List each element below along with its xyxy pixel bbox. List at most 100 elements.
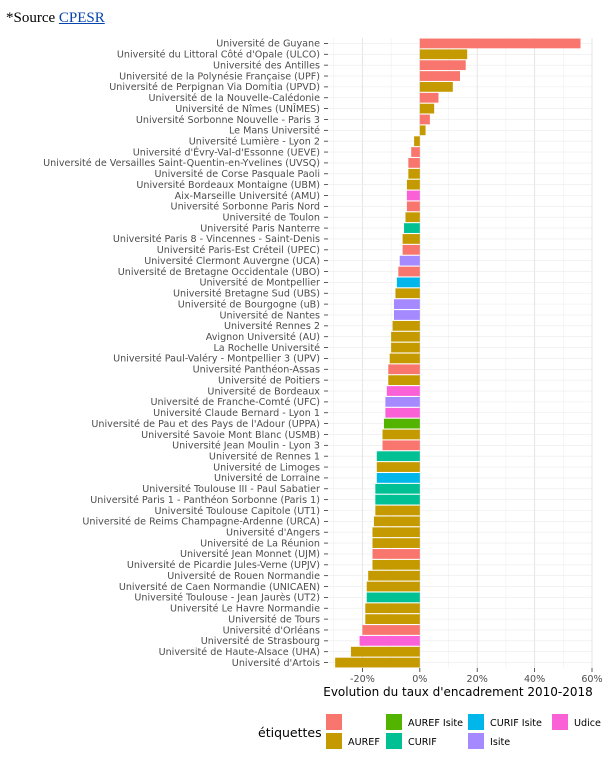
bar [408,168,420,179]
category-label: Université Panthéon-Assas [193,364,320,376]
category-label: Université de Versailles Saint-Quentin-e… [43,157,320,169]
bar [419,49,468,60]
bar [368,570,420,581]
x-tick-label: 20% [467,674,488,685]
bar [365,603,420,614]
category-label: Université de Corse Pasquale Paoli [154,168,320,180]
category-label: Université Lumière - Lyon 2 [189,135,320,147]
category-label: Université Rennes 2 [224,320,320,332]
category-label: Université Bordeaux Montaigne (UBM) [136,179,320,191]
bar [389,353,420,364]
category-label: Université de Limoges [213,461,320,473]
bar [376,451,420,462]
legend-item: Udice [552,714,601,730]
bar [391,331,420,342]
legend-swatch [552,714,568,730]
legend-swatch [326,714,342,730]
category-label: Université de Montpellier [199,277,320,289]
bar [406,201,420,212]
bar [419,92,439,103]
legend: étiquettes AUREF AUREF Isite CURIF CURIF Isi… [258,714,601,749]
x-tick-label: 40% [524,674,545,685]
category-label: Université d'Angers [226,527,320,539]
plot-panel [328,38,592,668]
category-label: Université de Bourgogne (uB) [178,298,320,310]
category-label: Université d'Évry-Val-d'Essonne (UEVE) [133,145,320,158]
bar [399,255,420,266]
legend-item: Isite [468,733,510,749]
category-label: Université de Rouen Normandie [167,570,320,582]
category-label: Université de Caen Normandie (UNICAEN) [119,581,320,593]
category-label: Université Sorbonne Paris Nord [171,201,320,213]
bar [419,103,435,114]
source-link[interactable]: CPESR [58,10,105,26]
category-label: Université de Bordeaux [207,385,320,397]
category-label: Université Paris 8 - Vincennes - Saint-D… [113,233,320,245]
category-label: Université Toulouse Capitole (UT1) [155,505,320,517]
bar [402,244,420,255]
bar [385,407,420,418]
bar [383,418,420,429]
bar [372,549,420,559]
category-label: Université Savoie Mont Blanc (USMB) [141,429,320,441]
bar [362,625,420,635]
category-label: Université Le Havre Normandie [170,603,320,615]
bar [376,462,420,472]
category-label: Université de Franche-Comté (UFC) [150,396,320,408]
bar [373,516,420,527]
x-tick-label: 0% [412,674,427,685]
bar [385,396,420,407]
category-label: Université d'Orléans [223,624,320,636]
source-prefix: *Source [6,10,59,26]
bar [366,581,420,592]
category-label: Université de Guyane [216,38,320,50]
bar [402,234,420,244]
x-tick-label: 60% [581,674,602,685]
source-note: *Source CPESR [6,10,105,27]
bar [372,538,420,548]
bar [408,158,420,168]
bar [419,81,453,92]
bar [375,483,420,494]
bar [419,125,426,136]
category-label: Université Toulouse III - Paul Sabatier [142,483,320,495]
category-label: Université des Antilles [213,59,320,71]
category-label: Université de Nantes [219,309,320,321]
bar [392,320,420,331]
bar [376,473,420,483]
bar [388,364,420,375]
category-label: Université Paul-Valéry - Montpellier 3 (… [113,353,320,365]
category-label: Université de Nîmes (UNÎMES) [175,102,320,115]
bar [391,342,420,353]
category-label: Le Mans Université [229,125,320,137]
category-label: Université Sorbonne Nouvelle - Paris 3 [136,114,320,126]
category-label: Université de Poitiers [218,374,320,386]
category-label: Université de Lorraine [214,472,320,484]
bar [359,635,420,646]
legend-swatch [468,714,484,730]
x-tick-labels: -20% 0% 20% 40% 60% [350,668,603,685]
legend-label: CURIF [408,737,437,748]
legend-item: AUREF [326,733,380,749]
bar [411,147,420,157]
bar [419,71,460,81]
bar [419,114,430,125]
legend-swatch [326,733,342,749]
category-label: Université Jean Monnet (UJM) [180,548,320,560]
category-label: Université Jean Moulin - Lyon 3 [172,440,320,452]
bar [375,494,420,505]
bar [350,646,420,657]
plot-background [328,38,592,668]
category-label: Université Paris-Est Créteil (UPEC) [157,244,320,256]
bar [365,614,420,625]
category-label: Université de Rennes 1 [209,450,320,462]
category-label: Université Paris Nanterre [200,222,320,234]
bar [419,60,466,71]
legend-swatch [468,733,484,749]
bar [375,505,420,516]
category-label: Université de Toulon [222,212,320,224]
bar [405,212,420,223]
bar [366,592,420,603]
legend-item: CURIF [386,733,437,749]
